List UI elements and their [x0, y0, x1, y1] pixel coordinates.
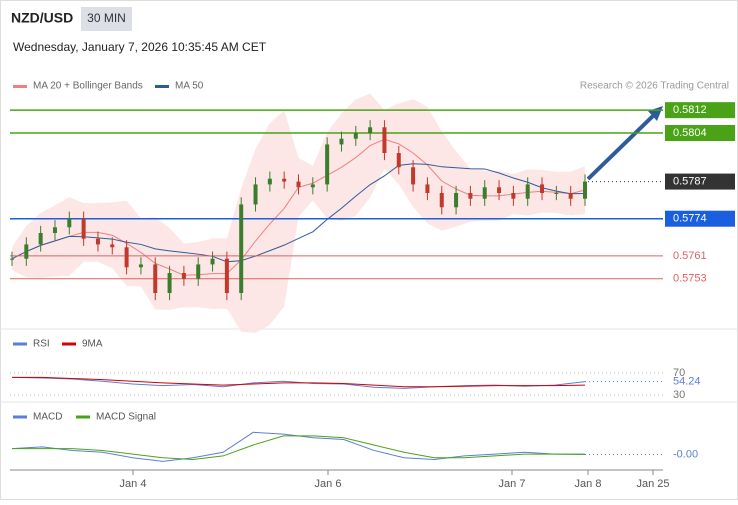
candle	[382, 127, 387, 153]
level-box	[665, 210, 735, 227]
candle	[554, 193, 559, 194]
level-label: 0.5774	[673, 213, 707, 225]
forecast-arrow	[586, 111, 658, 181]
x-tick-label: Jan 7	[499, 478, 526, 490]
level-label: 0.5761	[673, 250, 707, 262]
candle	[267, 178, 272, 185]
candle	[239, 204, 244, 293]
candle	[511, 193, 516, 199]
level-box	[665, 102, 735, 119]
candle	[568, 193, 573, 199]
macd-line	[12, 435, 585, 461]
candle	[296, 181, 301, 188]
candle	[497, 187, 502, 193]
candle	[339, 138, 344, 145]
level-label: 0.5812	[673, 104, 707, 116]
candle	[325, 144, 330, 185]
candle	[52, 227, 57, 233]
legend-swatch	[155, 85, 169, 88]
candle	[10, 258, 14, 260]
x-tick-label: Jan 8	[575, 478, 602, 490]
rsi-line	[11, 376, 586, 389]
timeframe: 30 MIN	[87, 11, 126, 25]
candle	[425, 184, 430, 193]
candle	[67, 218, 72, 228]
candle	[396, 153, 401, 168]
candle	[583, 181, 587, 199]
chart-title: NZD/USD	[11, 10, 73, 26]
legend-label: 9MA	[82, 339, 103, 350]
y-tick-label: 70	[673, 367, 685, 379]
candle	[540, 184, 545, 193]
candle	[439, 193, 444, 208]
candle	[368, 127, 373, 133]
candle	[282, 178, 287, 182]
candle	[81, 218, 86, 239]
candle	[153, 264, 158, 293]
candle	[196, 264, 201, 279]
candle	[110, 244, 115, 248]
legend-swatch	[13, 342, 27, 346]
candle	[224, 258, 229, 293]
candle	[38, 233, 43, 245]
level-label: 0.5787	[673, 175, 707, 187]
legend-label: MACD	[33, 412, 62, 423]
candle	[310, 184, 315, 188]
candle	[253, 184, 258, 205]
legend-swatch	[13, 415, 27, 419]
candle	[468, 193, 473, 199]
x-tick-label: Jan 4	[120, 478, 147, 490]
x-tick-label: Jan 25	[636, 478, 669, 490]
candle	[24, 244, 29, 259]
legend-swatch	[13, 85, 27, 88]
subtitle: Wednesday, January 7, 2026 10:35:45 AM C…	[13, 40, 267, 54]
timeframe-box	[81, 7, 132, 31]
last-label: 54.24	[673, 376, 701, 388]
legend-label: MA 50	[175, 81, 204, 92]
candle	[138, 264, 143, 268]
legend-swatch	[76, 415, 90, 419]
candle	[454, 193, 459, 208]
legend-label: MACD Signal	[96, 412, 156, 423]
level-box	[665, 125, 735, 141]
legend-label: MA 20 + Bollinger Bands	[33, 81, 143, 92]
candle	[411, 167, 416, 185]
legend-swatch	[62, 342, 76, 346]
x-tick-label: Jan 6	[315, 478, 342, 490]
rsi-line	[12, 376, 586, 388]
level-label: 0.5753	[673, 273, 707, 285]
candle	[95, 238, 100, 245]
candle	[181, 273, 186, 279]
ma50	[11, 163, 586, 263]
legend-label: RSI	[33, 339, 50, 350]
candle	[124, 247, 129, 268]
credit: Research © 2026 Trading Central	[580, 81, 729, 92]
candle	[482, 187, 487, 199]
level-box	[665, 173, 735, 190]
last-label: -0.00	[673, 448, 698, 460]
candle	[210, 258, 215, 265]
candle	[167, 273, 172, 293]
candle	[525, 184, 530, 199]
candle	[353, 133, 358, 139]
y-tick-label: 30	[673, 389, 685, 401]
level-label: 0.5804	[673, 127, 707, 139]
